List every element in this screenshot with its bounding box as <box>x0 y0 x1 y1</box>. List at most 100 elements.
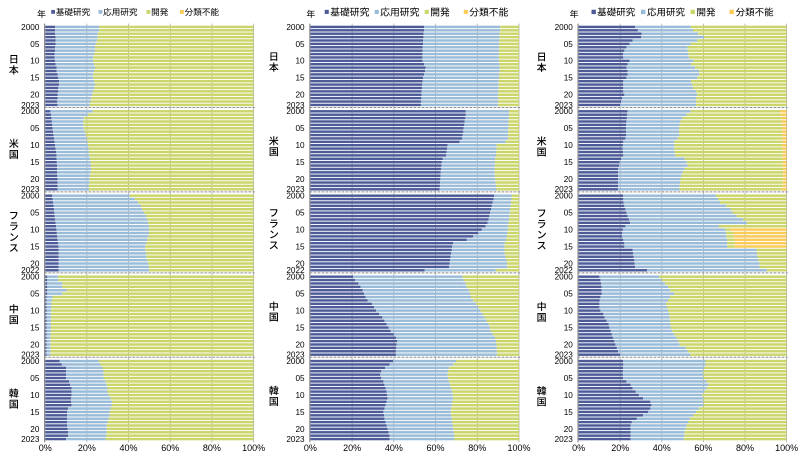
svg-text:20%: 20% <box>343 443 361 453</box>
svg-text:2022: 2022 <box>555 266 574 275</box>
svg-text:05: 05 <box>30 374 40 383</box>
svg-text:2023: 2023 <box>555 351 574 360</box>
svg-text:2023: 2023 <box>286 101 305 110</box>
svg-text:2000: 2000 <box>286 357 305 366</box>
svg-text:2023: 2023 <box>286 185 305 194</box>
svg-text:05: 05 <box>295 290 305 299</box>
svg-text:2023: 2023 <box>555 101 574 110</box>
svg-text:20: 20 <box>295 91 305 100</box>
svg-text:20: 20 <box>564 425 574 434</box>
svg-text:10: 10 <box>295 226 305 235</box>
svg-text:2000: 2000 <box>286 107 305 116</box>
svg-text:05: 05 <box>295 124 305 133</box>
svg-text:20: 20 <box>564 175 574 184</box>
svg-text:2000: 2000 <box>555 192 574 201</box>
svg-text:60%: 60% <box>694 443 712 453</box>
svg-text:20: 20 <box>30 425 40 434</box>
svg-text:2000: 2000 <box>555 23 574 32</box>
svg-text:05: 05 <box>30 209 40 218</box>
svg-text:2022: 2022 <box>286 266 305 275</box>
svg-text:20: 20 <box>295 259 305 268</box>
svg-text:60%: 60% <box>427 443 445 453</box>
svg-text:10: 10 <box>30 226 40 235</box>
svg-text:2023: 2023 <box>286 435 305 444</box>
svg-text:20%: 20% <box>611 443 629 453</box>
svg-text:15: 15 <box>30 242 40 251</box>
svg-text:15: 15 <box>30 74 40 83</box>
svg-text:10: 10 <box>30 391 40 400</box>
svg-text:20: 20 <box>564 340 574 349</box>
svg-text:80%: 80% <box>468 443 486 453</box>
svg-text:15: 15 <box>30 323 40 332</box>
svg-text:0%: 0% <box>39 443 52 453</box>
svg-text:40%: 40% <box>120 443 138 453</box>
svg-text:15: 15 <box>295 74 305 83</box>
svg-text:20: 20 <box>30 340 40 349</box>
svg-text:80%: 80% <box>736 443 754 453</box>
svg-text:2000: 2000 <box>286 273 305 282</box>
svg-text:20: 20 <box>30 259 40 268</box>
svg-text:05: 05 <box>295 40 305 49</box>
svg-text:2023: 2023 <box>21 435 40 444</box>
svg-text:2022: 2022 <box>21 266 40 275</box>
svg-text:10: 10 <box>30 57 40 66</box>
svg-text:10: 10 <box>30 307 40 316</box>
svg-text:10: 10 <box>564 226 574 235</box>
svg-text:60%: 60% <box>161 443 179 453</box>
svg-text:05: 05 <box>564 290 574 299</box>
svg-text:15: 15 <box>564 323 574 332</box>
svg-text:05: 05 <box>295 374 305 383</box>
svg-text:2000: 2000 <box>555 273 574 282</box>
svg-text:2000: 2000 <box>21 273 40 282</box>
svg-text:2023: 2023 <box>21 185 40 194</box>
svg-text:100%: 100% <box>775 443 798 453</box>
svg-text:15: 15 <box>564 408 574 417</box>
svg-text:0%: 0% <box>572 443 585 453</box>
svg-text:2023: 2023 <box>286 351 305 360</box>
svg-text:100%: 100% <box>507 443 530 453</box>
svg-text:05: 05 <box>30 290 40 299</box>
svg-text:10: 10 <box>564 141 574 150</box>
svg-text:05: 05 <box>564 40 574 49</box>
svg-text:2000: 2000 <box>286 192 305 201</box>
svg-text:2000: 2000 <box>555 107 574 116</box>
svg-text:05: 05 <box>295 209 305 218</box>
svg-text:2023: 2023 <box>555 435 574 444</box>
svg-text:10: 10 <box>564 307 574 316</box>
svg-text:2000: 2000 <box>21 357 40 366</box>
svg-text:20: 20 <box>295 340 305 349</box>
svg-text:15: 15 <box>30 158 40 167</box>
svg-text:10: 10 <box>295 141 305 150</box>
svg-text:20: 20 <box>295 175 305 184</box>
svg-text:2000: 2000 <box>21 107 40 116</box>
svg-text:10: 10 <box>295 307 305 316</box>
svg-text:0%: 0% <box>304 443 317 453</box>
svg-text:20: 20 <box>295 425 305 434</box>
svg-text:10: 10 <box>295 57 305 66</box>
svg-text:15: 15 <box>30 408 40 417</box>
svg-text:2023: 2023 <box>21 101 40 110</box>
svg-text:10: 10 <box>30 141 40 150</box>
svg-text:15: 15 <box>295 242 305 251</box>
svg-text:15: 15 <box>564 74 574 83</box>
svg-text:80%: 80% <box>203 443 221 453</box>
svg-text:05: 05 <box>30 124 40 133</box>
svg-text:05: 05 <box>564 209 574 218</box>
svg-text:05: 05 <box>564 124 574 133</box>
svg-text:15: 15 <box>295 408 305 417</box>
svg-text:2023: 2023 <box>21 351 40 360</box>
svg-text:15: 15 <box>295 158 305 167</box>
svg-text:100%: 100% <box>242 443 265 453</box>
svg-text:2023: 2023 <box>555 185 574 194</box>
svg-text:20: 20 <box>564 259 574 268</box>
svg-text:20: 20 <box>30 91 40 100</box>
svg-text:20: 20 <box>30 175 40 184</box>
svg-text:15: 15 <box>564 242 574 251</box>
svg-text:15: 15 <box>295 323 305 332</box>
svg-text:10: 10 <box>295 391 305 400</box>
svg-text:2000: 2000 <box>555 357 574 366</box>
svg-text:05: 05 <box>564 374 574 383</box>
svg-text:2000: 2000 <box>21 23 40 32</box>
svg-text:40%: 40% <box>653 443 671 453</box>
svg-text:20%: 20% <box>78 443 96 453</box>
